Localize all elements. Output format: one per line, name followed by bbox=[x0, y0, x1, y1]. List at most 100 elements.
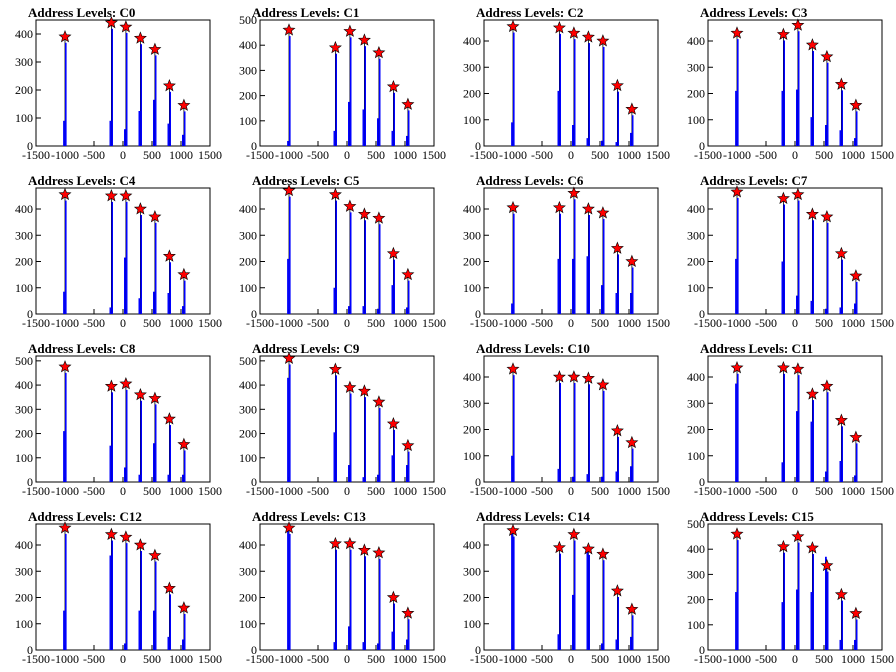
y-tick-label: 400 bbox=[687, 202, 705, 216]
chart-title: Address Levels: C1 bbox=[252, 5, 359, 20]
y-tick-label: 400 bbox=[687, 542, 705, 556]
chart-svg-5: Address Levels: C5 0 100 200 300 400 -1500 -100… bbox=[239, 173, 446, 330]
chart-svg-13: Address Levels: C13 0 100 200 300 400 -1500 -10… bbox=[239, 509, 446, 666]
peak-marker bbox=[805, 387, 819, 400]
x-tick-label: 1500 bbox=[870, 484, 894, 498]
y-tick-label: 0 bbox=[475, 307, 481, 321]
x-tick-label: 500 bbox=[143, 652, 161, 666]
peak-marker bbox=[119, 20, 133, 33]
peak-marker bbox=[386, 590, 400, 604]
peak-marker bbox=[820, 210, 834, 223]
peak-marker bbox=[849, 606, 863, 619]
peak-marker bbox=[791, 362, 805, 375]
chart-panel-5: Address Levels: C5 0 100 200 300 400 -1500 -100… bbox=[224, 168, 448, 336]
x-tick-label: 0 bbox=[120, 484, 126, 498]
x-tick-label: -1000 bbox=[51, 316, 79, 330]
peak-marker bbox=[567, 26, 581, 39]
y-tick-label: 500 bbox=[15, 354, 33, 368]
x-tick-label: 1000 bbox=[841, 484, 865, 498]
peak-marker bbox=[791, 529, 805, 543]
y-tick-label: 0 bbox=[27, 643, 33, 657]
peak-marker bbox=[581, 542, 595, 555]
peak-marker bbox=[820, 49, 834, 63]
x-tick-label: -500 bbox=[83, 316, 105, 330]
y-tick-label: 100 bbox=[239, 451, 257, 465]
chart-title: Address Levels: C9 bbox=[252, 341, 360, 356]
y-tick-label: 200 bbox=[239, 591, 257, 605]
y-tick-label: 200 bbox=[239, 89, 257, 103]
x-tick-label: -500 bbox=[83, 484, 105, 498]
x-tick-label: 1500 bbox=[422, 316, 446, 330]
x-tick-label: 1000 bbox=[841, 316, 865, 330]
peak-marker bbox=[357, 33, 371, 46]
peak-marker bbox=[610, 423, 624, 437]
x-tick-label: 0 bbox=[344, 148, 350, 162]
y-tick-label: 500 bbox=[239, 354, 257, 368]
y-tick-label: 100 bbox=[239, 617, 257, 631]
y-tick-label: 200 bbox=[15, 427, 33, 441]
x-tick-label: 0 bbox=[120, 316, 126, 330]
y-tick-label: 0 bbox=[251, 643, 257, 657]
y-tick-label: 100 bbox=[15, 617, 33, 631]
peak-marker bbox=[133, 202, 147, 215]
peak-marker bbox=[386, 417, 400, 430]
x-tick-label: -1000 bbox=[275, 484, 303, 498]
peak-marker bbox=[104, 379, 118, 392]
x-tick-label: 0 bbox=[792, 484, 798, 498]
chart-svg-0: Address Levels: C0 0 100 200 300 400 -1500 -100… bbox=[15, 5, 222, 162]
y-tick-label: 300 bbox=[15, 402, 33, 416]
x-tick-label: 500 bbox=[143, 484, 161, 498]
chart-title: Address Levels: C0 bbox=[28, 5, 135, 20]
x-tick-label: 500 bbox=[815, 652, 833, 666]
x-tick-label: -1000 bbox=[499, 148, 527, 162]
y-tick-label: 200 bbox=[15, 83, 33, 97]
y-tick-label: 400 bbox=[15, 538, 33, 552]
x-tick-label: 0 bbox=[568, 316, 574, 330]
chart-panel-13: Address Levels: C13 0 100 200 300 400 -1500 -10… bbox=[224, 504, 448, 672]
y-tick-label: 100 bbox=[463, 113, 481, 127]
y-tick-label: 400 bbox=[239, 378, 257, 392]
y-tick-label: 200 bbox=[463, 255, 481, 269]
peak-marker bbox=[372, 211, 386, 224]
y-tick-label: 200 bbox=[687, 423, 705, 437]
y-tick-label: 200 bbox=[687, 87, 705, 101]
x-tick-label: 1500 bbox=[646, 484, 670, 498]
x-tick-label: 1000 bbox=[393, 316, 417, 330]
peak-marker bbox=[177, 267, 191, 281]
y-tick-label: 300 bbox=[239, 402, 257, 416]
peak-marker bbox=[104, 15, 118, 29]
peak-marker bbox=[386, 79, 400, 93]
peak-marker bbox=[791, 187, 805, 201]
chart-title: Address Levels: C4 bbox=[28, 173, 136, 188]
x-tick-label: 1000 bbox=[617, 652, 641, 666]
y-tick-label: 300 bbox=[463, 60, 481, 74]
x-tick-label: -1500 bbox=[22, 652, 50, 666]
x-tick-label: 500 bbox=[591, 652, 609, 666]
peak-marker bbox=[162, 78, 176, 92]
y-tick-label: 300 bbox=[15, 564, 33, 578]
peak-marker bbox=[567, 527, 581, 541]
x-tick-label: -500 bbox=[531, 316, 553, 330]
x-tick-label: -1500 bbox=[470, 652, 498, 666]
x-tick-label: 0 bbox=[344, 652, 350, 666]
x-tick-label: 500 bbox=[367, 316, 385, 330]
x-tick-label: 1000 bbox=[617, 484, 641, 498]
chart-panel-3: Address Levels: C3 0 100 200 300 400 -1500 -100… bbox=[672, 0, 896, 168]
peak-marker bbox=[104, 527, 118, 541]
chart-svg-9: Address Levels: C90100200300400500-1500-… bbox=[239, 341, 446, 498]
chart-title: Address Levels: C8 bbox=[28, 341, 136, 356]
y-tick-label: 100 bbox=[687, 113, 705, 127]
y-tick-label: 200 bbox=[463, 591, 481, 605]
x-tick-label: 1000 bbox=[617, 148, 641, 162]
x-tick-label: -500 bbox=[83, 148, 105, 162]
y-tick-label: 400 bbox=[239, 38, 257, 52]
x-tick-label: 500 bbox=[367, 652, 385, 666]
x-tick-label: -500 bbox=[755, 316, 777, 330]
x-tick-label: -1500 bbox=[470, 148, 498, 162]
x-tick-label: 1000 bbox=[841, 652, 865, 666]
peak-marker bbox=[552, 200, 566, 214]
chart-panel-10: Address Levels: C10 0 100 200 300 400 -1500 -10… bbox=[448, 336, 672, 504]
x-tick-label: -1500 bbox=[694, 652, 722, 666]
peak-marker bbox=[148, 42, 162, 55]
